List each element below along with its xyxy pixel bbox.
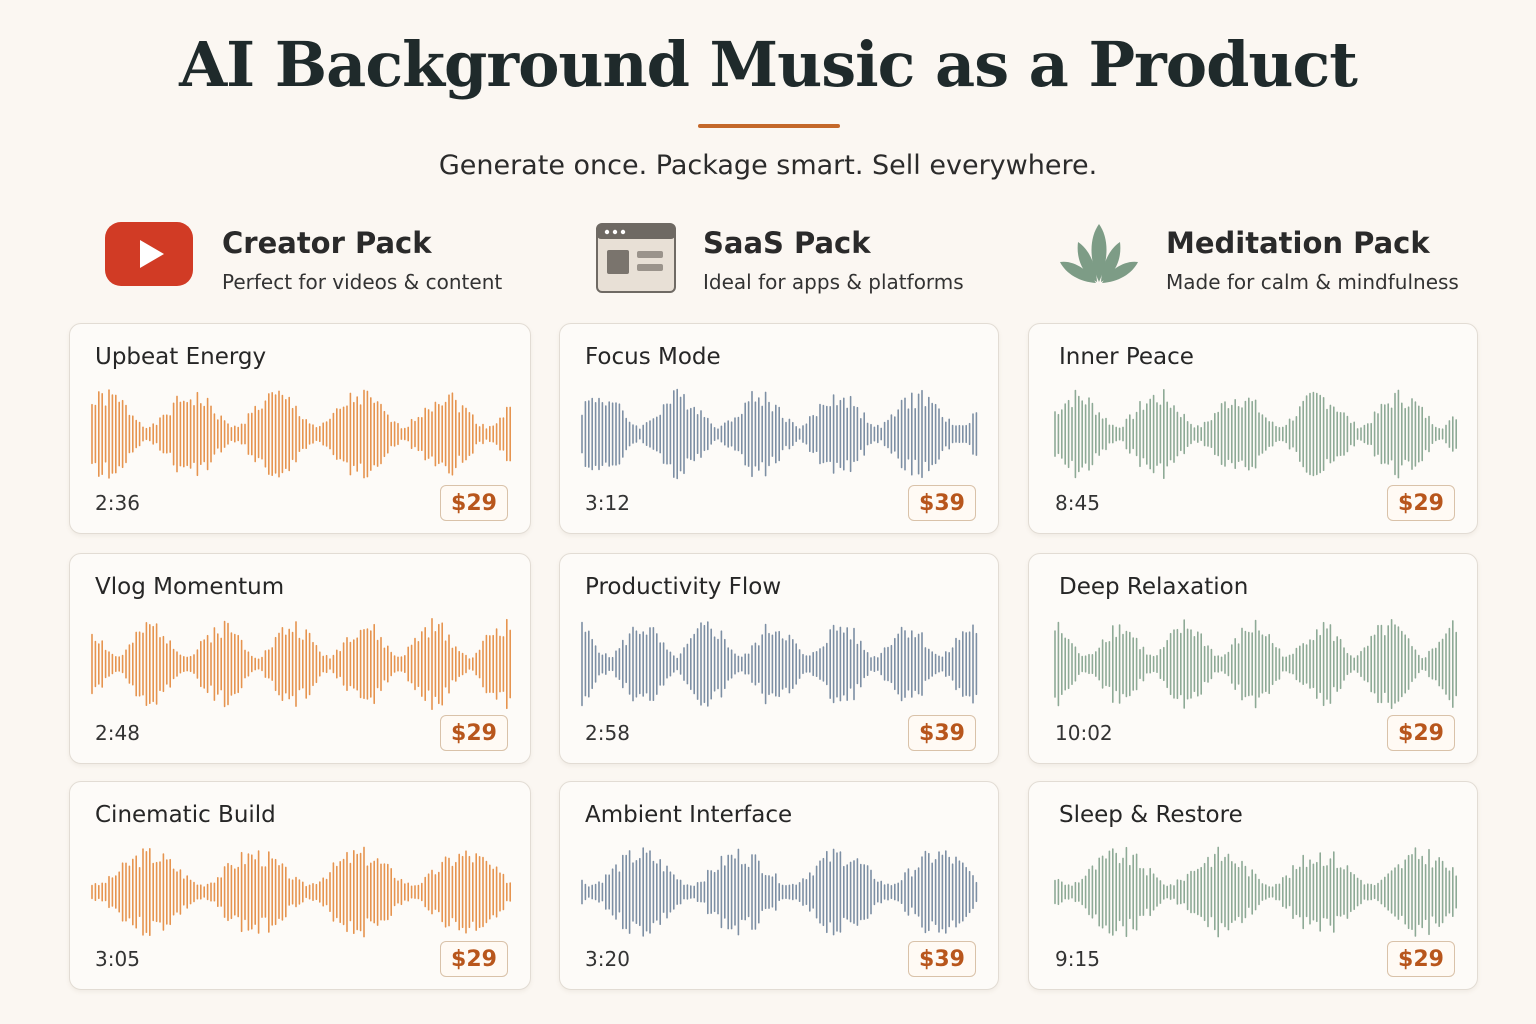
- track-duration: 2:58: [585, 721, 630, 745]
- price-button[interactable]: $29: [1387, 485, 1455, 521]
- track-title: Deep Relaxation: [1059, 574, 1249, 600]
- title-underline: [698, 124, 840, 128]
- waveform: [91, 389, 512, 479]
- track-card[interactable]: Productivity Flow 2:58 $39: [559, 553, 999, 764]
- page-title: AI Background Music as a Product: [179, 28, 1358, 101]
- pack-name: Creator Pack: [222, 226, 432, 260]
- waveform: [1054, 846, 1458, 938]
- waveform: [581, 621, 978, 707]
- pack-name: Meditation Pack: [1166, 226, 1430, 260]
- track-duration: 9:15: [1055, 947, 1100, 971]
- waveform: [91, 618, 512, 710]
- pack-description: Made for calm & mindfulness: [1166, 270, 1459, 294]
- price-button[interactable]: $29: [1387, 715, 1455, 751]
- track-card[interactable]: Inner Peace 8:45 $29: [1028, 323, 1478, 534]
- pack-header-meditation: Meditation Pack Made for calm & mindfuln…: [1058, 220, 1478, 300]
- track-title: Cinematic Build: [95, 802, 276, 828]
- waveform: [581, 388, 978, 480]
- youtube-play-icon: [105, 222, 193, 286]
- track-card[interactable]: Sleep & Restore 9:15 $29: [1028, 781, 1478, 990]
- price-button[interactable]: $29: [440, 941, 508, 977]
- track-card[interactable]: Vlog Momentum 2:48 $29: [69, 553, 531, 764]
- browser-window-icon: [596, 223, 676, 293]
- track-duration: 8:45: [1055, 491, 1100, 515]
- track-duration: 3:12: [585, 491, 630, 515]
- track-title: Ambient Interface: [585, 802, 793, 828]
- track-duration: 3:20: [585, 947, 630, 971]
- track-title: Productivity Flow: [585, 574, 782, 600]
- pack-header-creator: Creator Pack Perfect for videos & conten…: [104, 220, 524, 300]
- waveform: [91, 846, 512, 938]
- price-button[interactable]: $29: [440, 485, 508, 521]
- waveform: [1054, 389, 1458, 479]
- track-title: Upbeat Energy: [95, 344, 267, 370]
- waveform: [1054, 619, 1458, 709]
- pack-description: Perfect for videos & content: [222, 270, 503, 294]
- track-duration: 3:05: [95, 947, 140, 971]
- pack-name: SaaS Pack: [703, 226, 871, 260]
- track-duration: 2:36: [95, 491, 140, 515]
- price-button[interactable]: $39: [908, 941, 976, 977]
- track-title: Sleep & Restore: [1059, 802, 1243, 828]
- track-title: Focus Mode: [585, 344, 721, 370]
- track-duration: 2:48: [95, 721, 140, 745]
- pack-header-saas: SaaS Pack Ideal for apps & platforms: [596, 220, 1016, 300]
- page-subtitle: Generate once. Package smart. Sell every…: [438, 150, 1098, 181]
- track-card[interactable]: Deep Relaxation 10:02 $29: [1028, 553, 1478, 764]
- track-card[interactable]: Ambient Interface 3:20 $39: [559, 781, 999, 990]
- lotus-icon: [1060, 224, 1138, 283]
- price-button[interactable]: $39: [908, 485, 976, 521]
- track-duration: 10:02: [1055, 721, 1113, 745]
- pack-description: Ideal for apps & platforms: [703, 270, 964, 294]
- price-button[interactable]: $29: [1387, 941, 1455, 977]
- track-card[interactable]: Focus Mode 3:12 $39: [559, 323, 999, 534]
- price-button[interactable]: $39: [908, 715, 976, 751]
- waveform: [581, 847, 978, 937]
- track-title: Vlog Momentum: [95, 574, 285, 600]
- track-card[interactable]: Upbeat Energy 2:36 $29: [69, 323, 531, 534]
- track-card[interactable]: Cinematic Build 3:05 $29: [69, 781, 531, 990]
- track-title: Inner Peace: [1059, 344, 1194, 370]
- price-button[interactable]: $29: [440, 715, 508, 751]
